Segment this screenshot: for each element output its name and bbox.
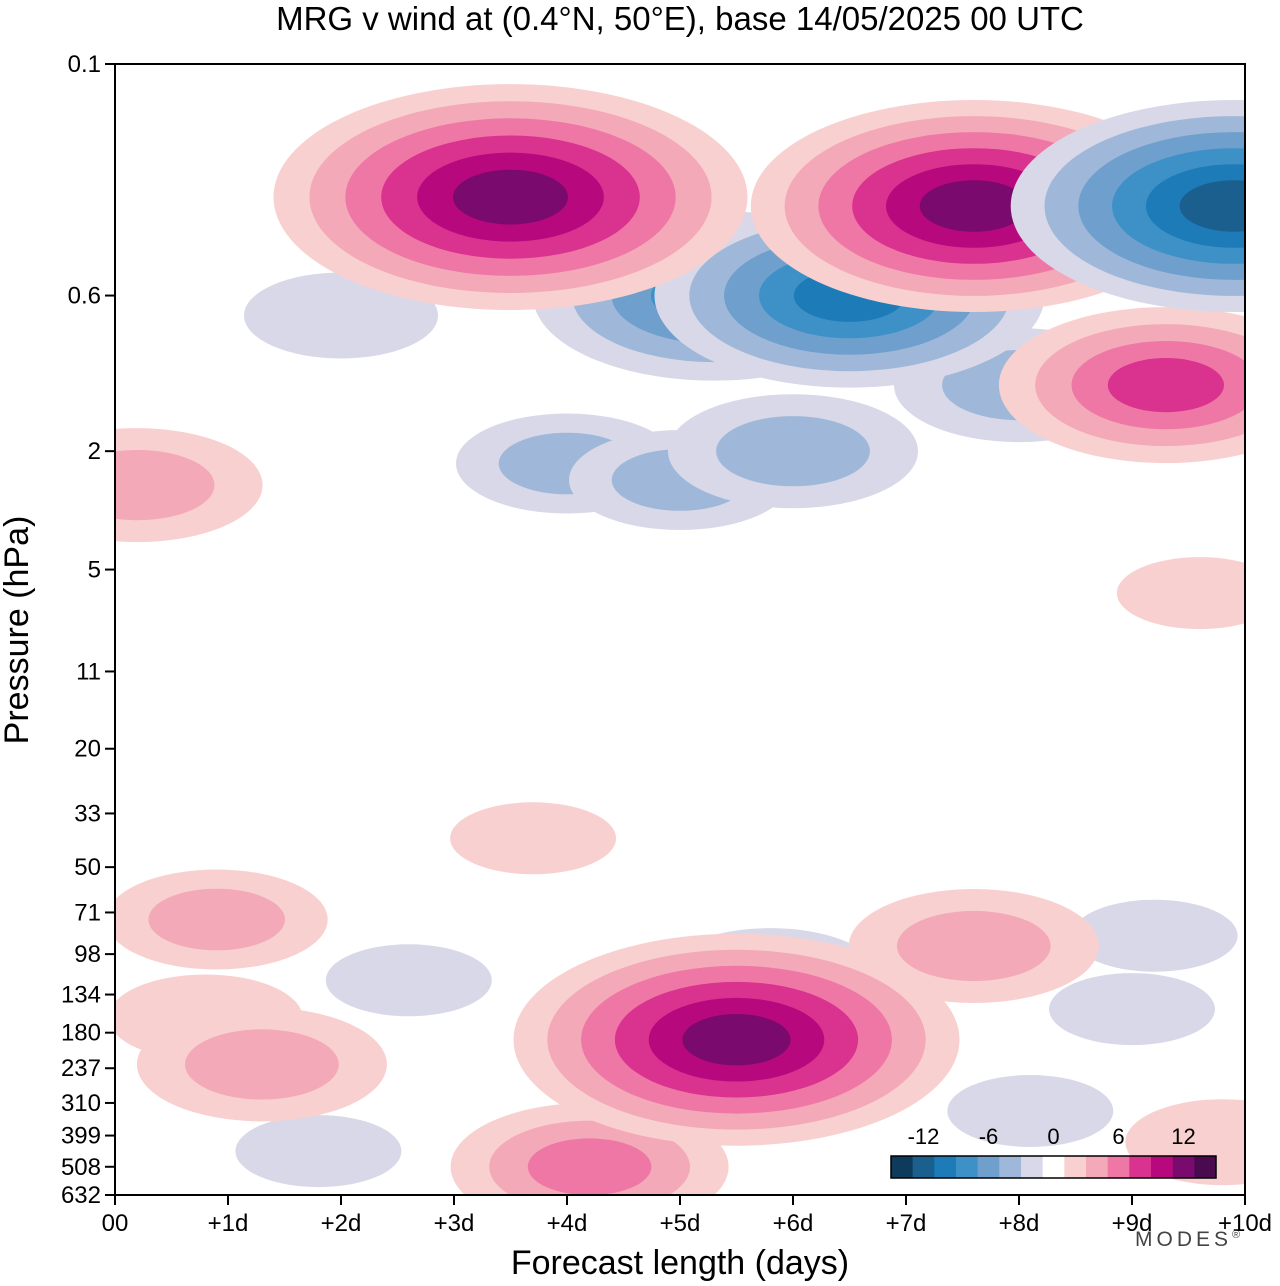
contour-feature xyxy=(1116,557,1245,630)
contour-band xyxy=(450,802,617,875)
colorbar-tick-label: 12 xyxy=(1171,1124,1195,1149)
colorbar-swatch xyxy=(1129,1156,1152,1178)
contour-feature xyxy=(1010,100,1245,312)
y-tick-label: 50 xyxy=(74,854,101,881)
contour-field xyxy=(115,84,1245,1195)
x-tick-label: +10d xyxy=(1218,1210,1272,1237)
contour-feature xyxy=(115,428,263,543)
contour-feature xyxy=(513,933,960,1146)
colorbar-swatch xyxy=(1042,1156,1065,1178)
contour-feature xyxy=(450,802,617,875)
contour-band xyxy=(325,944,492,1017)
y-tick-label: 20 xyxy=(74,736,101,763)
contour-feature xyxy=(668,394,918,509)
contour-band xyxy=(148,888,285,951)
colorbar-tick-label: 6 xyxy=(1112,1124,1124,1149)
y-axis-label: Pressure (hPa) xyxy=(0,516,36,745)
colorbar-tick-label: -6 xyxy=(979,1124,999,1149)
y-axis: 0.1 0.6 2 5 11 20 33 50 71 98 134 180 237 310 399 50863… xyxy=(61,51,115,1209)
x-tick-label: +7d xyxy=(886,1210,927,1237)
x-tick-label: +6d xyxy=(773,1210,814,1237)
contour-feature xyxy=(1071,899,1238,972)
colorbar-swatch xyxy=(999,1156,1022,1178)
y-tick-label: 310 xyxy=(61,1090,101,1117)
contour-feature xyxy=(947,1075,1114,1147)
y-tick-label: 71 xyxy=(74,899,101,926)
x-tick-label: +3d xyxy=(434,1210,475,1237)
colorbar-swatch xyxy=(1194,1156,1217,1178)
contour-band xyxy=(716,416,870,487)
y-tick-label: 508 xyxy=(61,1154,101,1181)
colorbar-swatch xyxy=(934,1156,957,1178)
contour-band xyxy=(1179,180,1245,232)
colorbar-swatch xyxy=(956,1156,978,1178)
colorbar-swatch xyxy=(1107,1156,1130,1178)
y-tick-label: 33 xyxy=(74,800,101,827)
colorbar-swatch xyxy=(891,1156,913,1178)
colorbar-swatch xyxy=(912,1156,935,1178)
colorbar-swatch xyxy=(977,1156,1000,1178)
y-tick-label: 2 xyxy=(88,438,101,465)
colorbar-swatch xyxy=(1151,1156,1173,1178)
contour-feature xyxy=(115,869,328,970)
y-tick-label: 0.6 xyxy=(68,283,101,310)
contour-band xyxy=(1116,557,1245,630)
contour-band xyxy=(1049,973,1215,1046)
y-tick-label: 180 xyxy=(61,1020,101,1047)
modes-logo: MODES® xyxy=(1135,1228,1244,1251)
colorbar-swatch xyxy=(1172,1156,1195,1178)
colorbar-tick-label: -12 xyxy=(908,1124,940,1149)
x-tick-label: +1d xyxy=(208,1210,249,1237)
x-axis: 00 +1d +2d +3d +4d +5d +6d +7d +8d +9d +10d xyxy=(102,1195,1272,1237)
contour-feature xyxy=(1049,973,1215,1046)
y-tick-label: 399 xyxy=(61,1123,101,1150)
x-tick-label: +8d xyxy=(999,1210,1040,1237)
contour-band xyxy=(919,180,1028,232)
y-tick-label: 5 xyxy=(88,557,101,584)
y-tick-label: 0.1 xyxy=(68,51,101,78)
contour-band xyxy=(682,1013,791,1066)
contour-band xyxy=(896,910,1051,982)
chart-title: MRG v wind at (0.4°N, 50°E), base 14/05/… xyxy=(276,0,1084,37)
contour-feature xyxy=(136,1007,387,1122)
contour-band xyxy=(185,1029,339,1100)
contour-feature xyxy=(325,944,492,1017)
contour-band xyxy=(1107,358,1224,413)
contour-band xyxy=(1071,899,1238,972)
colorbar-swatch xyxy=(1021,1156,1043,1178)
colorbar-swatch xyxy=(1086,1156,1108,1178)
contour-band xyxy=(115,450,215,521)
x-tick-label: +2d xyxy=(321,1210,362,1237)
y-tick-label: 237 xyxy=(61,1055,101,1082)
x-tick-label: +5d xyxy=(660,1210,701,1237)
colorbar-swatch xyxy=(1064,1156,1087,1178)
colorbar-tick-label: 0 xyxy=(1047,1124,1059,1149)
y-tick-label: 98 xyxy=(74,941,101,968)
y-tick-label: 11 xyxy=(76,658,101,685)
colorbar: -12 -6 0 6 12 xyxy=(890,1124,1217,1179)
x-tick-label: 00 xyxy=(102,1210,129,1237)
x-tick-label: +4d xyxy=(547,1210,588,1237)
contour-feature xyxy=(235,1115,402,1188)
contour-band xyxy=(947,1075,1114,1147)
y-tick-label: 134 xyxy=(61,982,101,1009)
x-tick-label: +9d xyxy=(1112,1210,1153,1237)
contour-band xyxy=(235,1115,402,1188)
contour-band xyxy=(453,169,568,225)
contour-feature xyxy=(273,84,748,311)
contour-band xyxy=(527,1138,652,1195)
y-tick-label: 632 xyxy=(61,1182,101,1209)
colorbar-frame xyxy=(890,1155,1217,1179)
contour-feature xyxy=(998,307,1245,464)
x-axis-label: Forecast length (days) xyxy=(511,1244,849,1282)
